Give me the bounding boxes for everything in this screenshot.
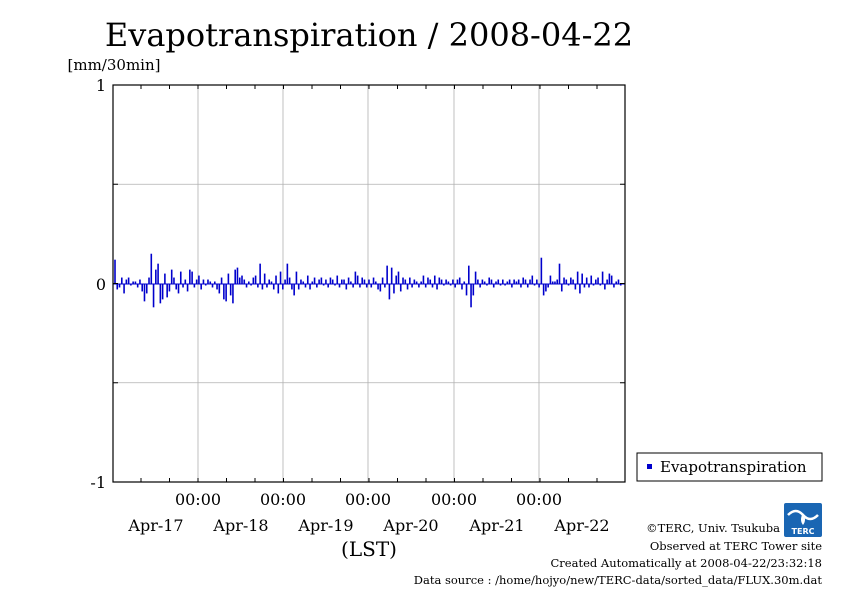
x-date-tick-label: Apr-17: [127, 516, 183, 535]
x-date-tick-label: Apr-20: [382, 516, 438, 535]
footer-source: Data source : /home/hojyo/new/TERC-data/…: [414, 573, 823, 587]
x-date-tick-label: Apr-19: [297, 516, 353, 535]
x-axis-label: (LST): [341, 537, 397, 561]
y-tick-label-zero: 0: [96, 275, 106, 294]
x-date-tick-label: Apr-18: [212, 516, 268, 535]
legend-marker: [647, 464, 652, 469]
legend: Evapotranspiration: [636, 452, 823, 482]
axis-ticks: [113, 84, 625, 483]
logo-drop-icon: [801, 513, 805, 525]
x-date-tick-label: Apr-21: [468, 516, 524, 535]
chart-title: Evapotranspiration / 2008-04-22: [105, 16, 633, 54]
footer-copyright: ©TERC, Univ. Tsukuba: [646, 521, 780, 535]
x-time-tick-label: 00:00: [431, 490, 477, 509]
x-time-tick-label: 00:00: [175, 490, 221, 509]
x-date-tick-label: Apr-22: [553, 516, 609, 535]
legend-label: Evapotranspiration: [660, 458, 807, 476]
y-tick-label-top: 1: [96, 76, 106, 95]
y-tick-label-bottom: -1: [90, 473, 106, 492]
footer-site: Observed at TERC Tower site: [650, 539, 822, 553]
x-time-tick-label: 00:00: [345, 490, 391, 509]
y-axis-unit: [mm/30min]: [68, 56, 161, 74]
footer-created: Created Automatically at 2008-04-22/23:3…: [551, 556, 823, 570]
logo-text: TERC: [792, 527, 815, 536]
terc-logo: TERC: [784, 503, 822, 537]
x-time-tick-label: 00:00: [260, 490, 306, 509]
x-time-tick-label: 00:00: [516, 490, 562, 509]
legend-box: [636, 452, 823, 482]
